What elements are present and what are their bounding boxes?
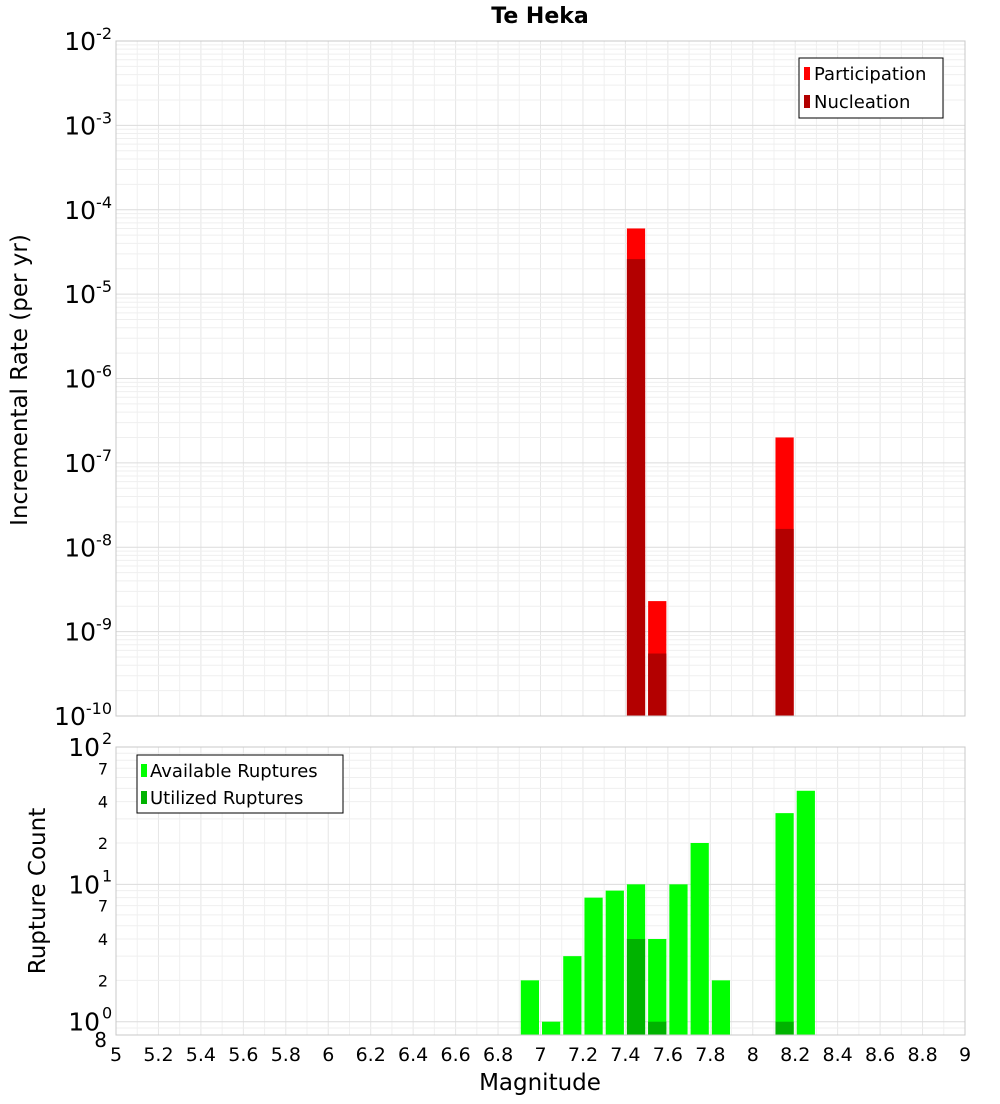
top-y-tick-8: 10-10 bbox=[54, 699, 112, 731]
legend-label-nucleation: Nucleation bbox=[814, 92, 910, 113]
bottom-bar-a-8 bbox=[690, 843, 709, 1035]
top-bar-b-1 bbox=[648, 653, 667, 716]
top-y-tick-0: 10-2 bbox=[64, 24, 112, 56]
legend-swatch-nucleation bbox=[804, 95, 810, 108]
legend-label-available: Available Ruptures bbox=[150, 761, 318, 782]
x-tick-20: 9 bbox=[959, 1044, 971, 1066]
bottom-y-tick-5: 7 bbox=[98, 897, 108, 916]
bottom-y-tick-1: 7 bbox=[98, 759, 108, 778]
top-legend: Participation Nucleation bbox=[798, 57, 944, 119]
legend-swatch-available bbox=[141, 764, 147, 777]
bottom-bar-a-3 bbox=[584, 897, 603, 1035]
top-grid bbox=[116, 41, 965, 716]
x-tick-14: 7.8 bbox=[695, 1044, 725, 1066]
top-y-axis-label: Incremental Rate (per yr) bbox=[7, 234, 33, 526]
top-y-tick-2: 10-4 bbox=[64, 193, 112, 225]
bottom-bar-a-7 bbox=[669, 884, 688, 1035]
bottom-y-tick-6: 4 bbox=[98, 930, 108, 949]
top-y-tick-3: 10-5 bbox=[64, 277, 112, 309]
top-y-tick-1: 10-3 bbox=[64, 108, 112, 140]
x-tick-1: 5.2 bbox=[143, 1044, 173, 1066]
bottom-y-tick-7: 2 bbox=[98, 971, 108, 990]
bottom-bars bbox=[520, 790, 815, 1035]
bottom-y-tick-exp-8: 0 bbox=[102, 1004, 112, 1023]
top-bars bbox=[626, 228, 794, 716]
bottom-bar-a-0 bbox=[520, 980, 539, 1035]
x-tick-9: 6.8 bbox=[483, 1044, 513, 1066]
bottom-bar-a-4 bbox=[605, 890, 624, 1035]
chart-title: Te Heka bbox=[491, 4, 588, 29]
x-tick-5: 6 bbox=[322, 1044, 334, 1066]
bottom-y-tick-3: 2 bbox=[98, 834, 108, 853]
bottom-bar-b-0 bbox=[626, 939, 646, 1035]
top-y-tick-labels: 10-2 10-3 10-4 10-5 10-6 10-7 10-8 10-9 10-10 bbox=[54, 24, 112, 731]
bottom-bar-a-9 bbox=[711, 980, 731, 1035]
x-tick-3: 5.6 bbox=[228, 1044, 258, 1066]
bottom-bar-b-2 bbox=[775, 1021, 794, 1035]
bottom-bar-a-2 bbox=[563, 956, 582, 1035]
x-tick-18: 8.6 bbox=[865, 1044, 895, 1066]
legend-swatch-utilized bbox=[141, 791, 147, 804]
top-plot-area bbox=[115, 40, 966, 717]
x-tick-10: 7 bbox=[534, 1044, 546, 1066]
x-tick-19: 8.8 bbox=[907, 1044, 937, 1066]
x-tick-15: 8 bbox=[747, 1044, 759, 1066]
x-tick-2: 5.4 bbox=[186, 1044, 216, 1066]
legend-swatch-participation bbox=[804, 67, 810, 80]
top-y-tick-6: 10-8 bbox=[64, 530, 112, 562]
legend-label-participation: Participation bbox=[814, 64, 926, 85]
bottom-bar-b-1 bbox=[648, 1021, 667, 1035]
bottom-plot-area bbox=[115, 746, 966, 1036]
top-bar-b-2 bbox=[775, 528, 794, 716]
bottom-y-tick-exp-4: 1 bbox=[102, 866, 112, 885]
bottom-y-tick-9: 8 bbox=[94, 1028, 107, 1052]
bottom-y-tick-0: 10 bbox=[68, 733, 100, 762]
bottom-bar-a-6 bbox=[648, 939, 667, 1035]
bottom-y-tick-4: 10 bbox=[68, 870, 100, 899]
x-tick-12: 7.4 bbox=[610, 1044, 640, 1066]
bottom-bar-a-1 bbox=[542, 1021, 561, 1035]
legend-label-utilized: Utilized Ruptures bbox=[150, 788, 303, 809]
bottom-bar-a-11 bbox=[796, 790, 815, 1035]
x-tick-4: 5.8 bbox=[271, 1044, 301, 1066]
x-tick-11: 7.2 bbox=[568, 1044, 598, 1066]
x-tick-6: 6.2 bbox=[356, 1044, 386, 1066]
x-tick-16: 8.2 bbox=[780, 1044, 810, 1066]
bottom-y-axis-label: Rupture Count bbox=[25, 808, 51, 974]
bottom-y-tick-2: 4 bbox=[98, 793, 108, 812]
x-axis-label: Magnitude bbox=[479, 1070, 601, 1096]
bottom-bar-a-10 bbox=[775, 813, 794, 1035]
top-y-tick-5: 10-7 bbox=[64, 446, 112, 478]
bottom-y-tick-exp-0: 2 bbox=[102, 729, 112, 748]
bottom-legend: Available Ruptures Utilized Ruptures bbox=[136, 754, 344, 814]
x-tick-17: 8.4 bbox=[823, 1044, 853, 1066]
top-y-tick-7: 10-9 bbox=[64, 615, 112, 647]
x-tick-13: 7.6 bbox=[653, 1044, 683, 1066]
x-tick-labels: 5 5.2 5.4 5.6 5.8 6 6.2 6.4 6.6 6.8 7 7.2 7.4 7.6 7.8 8… bbox=[110, 1044, 971, 1066]
top-bar-b-0 bbox=[626, 259, 646, 716]
x-tick-0: 5 bbox=[110, 1044, 122, 1066]
top-y-tick-4: 10-6 bbox=[64, 362, 112, 394]
bottom-y-tick-8: 10 bbox=[68, 1008, 100, 1037]
x-tick-8: 6.6 bbox=[440, 1044, 470, 1066]
x-tick-7: 6.4 bbox=[398, 1044, 428, 1066]
